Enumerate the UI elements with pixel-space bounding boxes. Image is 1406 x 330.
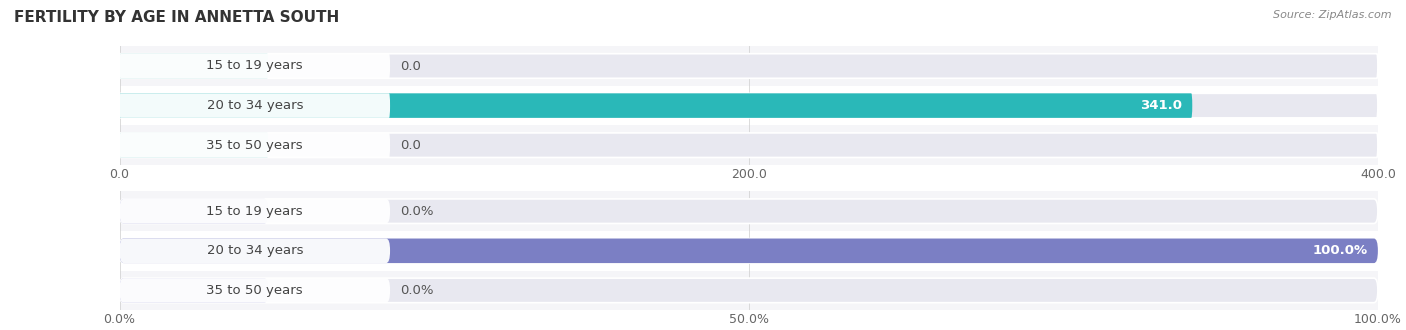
FancyBboxPatch shape	[120, 133, 269, 157]
FancyBboxPatch shape	[120, 54, 1378, 78]
FancyBboxPatch shape	[120, 54, 389, 78]
FancyBboxPatch shape	[120, 239, 1378, 263]
Text: 20 to 34 years: 20 to 34 years	[207, 244, 304, 257]
Text: 35 to 50 years: 35 to 50 years	[207, 284, 304, 297]
FancyBboxPatch shape	[120, 54, 269, 78]
FancyBboxPatch shape	[120, 199, 1378, 223]
Text: 15 to 19 years: 15 to 19 years	[207, 205, 304, 218]
FancyBboxPatch shape	[120, 278, 1378, 303]
Text: FERTILITY BY AGE IN ANNETTA SOUTH: FERTILITY BY AGE IN ANNETTA SOUTH	[14, 10, 339, 25]
Text: 0.0: 0.0	[401, 139, 420, 152]
Text: 100.0%: 100.0%	[1313, 244, 1368, 257]
Text: 0.0%: 0.0%	[401, 205, 433, 218]
Text: 20 to 34 years: 20 to 34 years	[207, 99, 304, 112]
FancyBboxPatch shape	[120, 133, 389, 157]
FancyBboxPatch shape	[120, 199, 389, 223]
FancyBboxPatch shape	[120, 93, 1378, 118]
Text: 0.0%: 0.0%	[401, 284, 433, 297]
Text: 0.0: 0.0	[401, 59, 420, 73]
FancyBboxPatch shape	[120, 278, 269, 303]
Bar	[120, 125, 1378, 165]
Text: 341.0: 341.0	[1140, 99, 1182, 112]
FancyBboxPatch shape	[120, 239, 389, 263]
Bar	[120, 86, 1378, 125]
FancyBboxPatch shape	[120, 278, 389, 303]
Bar	[120, 46, 1378, 86]
Text: 35 to 50 years: 35 to 50 years	[207, 139, 304, 152]
FancyBboxPatch shape	[120, 239, 1378, 263]
FancyBboxPatch shape	[120, 133, 1378, 157]
Bar	[120, 271, 1378, 310]
FancyBboxPatch shape	[120, 93, 389, 118]
FancyBboxPatch shape	[120, 93, 1192, 118]
FancyBboxPatch shape	[120, 199, 269, 223]
Text: 15 to 19 years: 15 to 19 years	[207, 59, 304, 73]
Bar	[120, 231, 1378, 271]
Bar	[120, 191, 1378, 231]
Text: Source: ZipAtlas.com: Source: ZipAtlas.com	[1274, 10, 1392, 20]
